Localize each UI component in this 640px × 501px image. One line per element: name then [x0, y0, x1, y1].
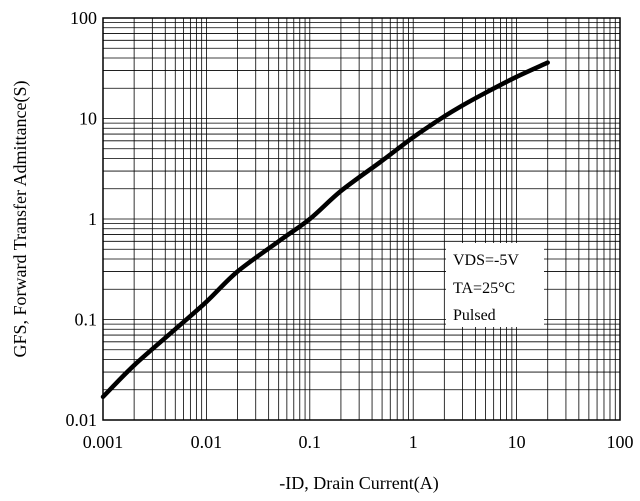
x-tick-label: 0.01 — [191, 432, 223, 452]
x-tick-label: 100 — [607, 432, 634, 452]
condition-ta: TA=25°C — [453, 280, 515, 297]
x-tick-label: 0.001 — [83, 432, 124, 452]
y-axis-label: GFS, Forward Transfer Admittance(S) — [10, 81, 31, 358]
x-axis-label-text: -ID, Drain Current(A) — [279, 473, 438, 494]
y-tick-label: 100 — [70, 8, 97, 28]
condition-pulsed: Pulsed — [453, 307, 496, 324]
y-tick-label: 0.01 — [66, 410, 98, 430]
y-axis-label-text: GFS, Forward Transfer Admittance(S) — [10, 81, 31, 358]
y-tick-label: 1 — [88, 209, 97, 229]
condition-annotation-box: VDS=-5V TA=25°C Pulsed — [446, 243, 544, 327]
plot-frame — [102, 17, 621, 421]
gfs-curve — [100, 60, 550, 400]
condition-vds: VDS=-5V — [453, 252, 519, 269]
x-tick-label: 10 — [508, 432, 526, 452]
x-tick-label: 1 — [409, 432, 418, 452]
grid — [103, 18, 620, 420]
x-axis-label: -ID, Drain Current(A) — [279, 473, 438, 494]
x-tick-label: 0.1 — [299, 432, 322, 452]
series-layer — [100, 60, 550, 400]
y-tick-label: 0.1 — [75, 310, 98, 330]
y-tick-label: 10 — [79, 109, 97, 129]
